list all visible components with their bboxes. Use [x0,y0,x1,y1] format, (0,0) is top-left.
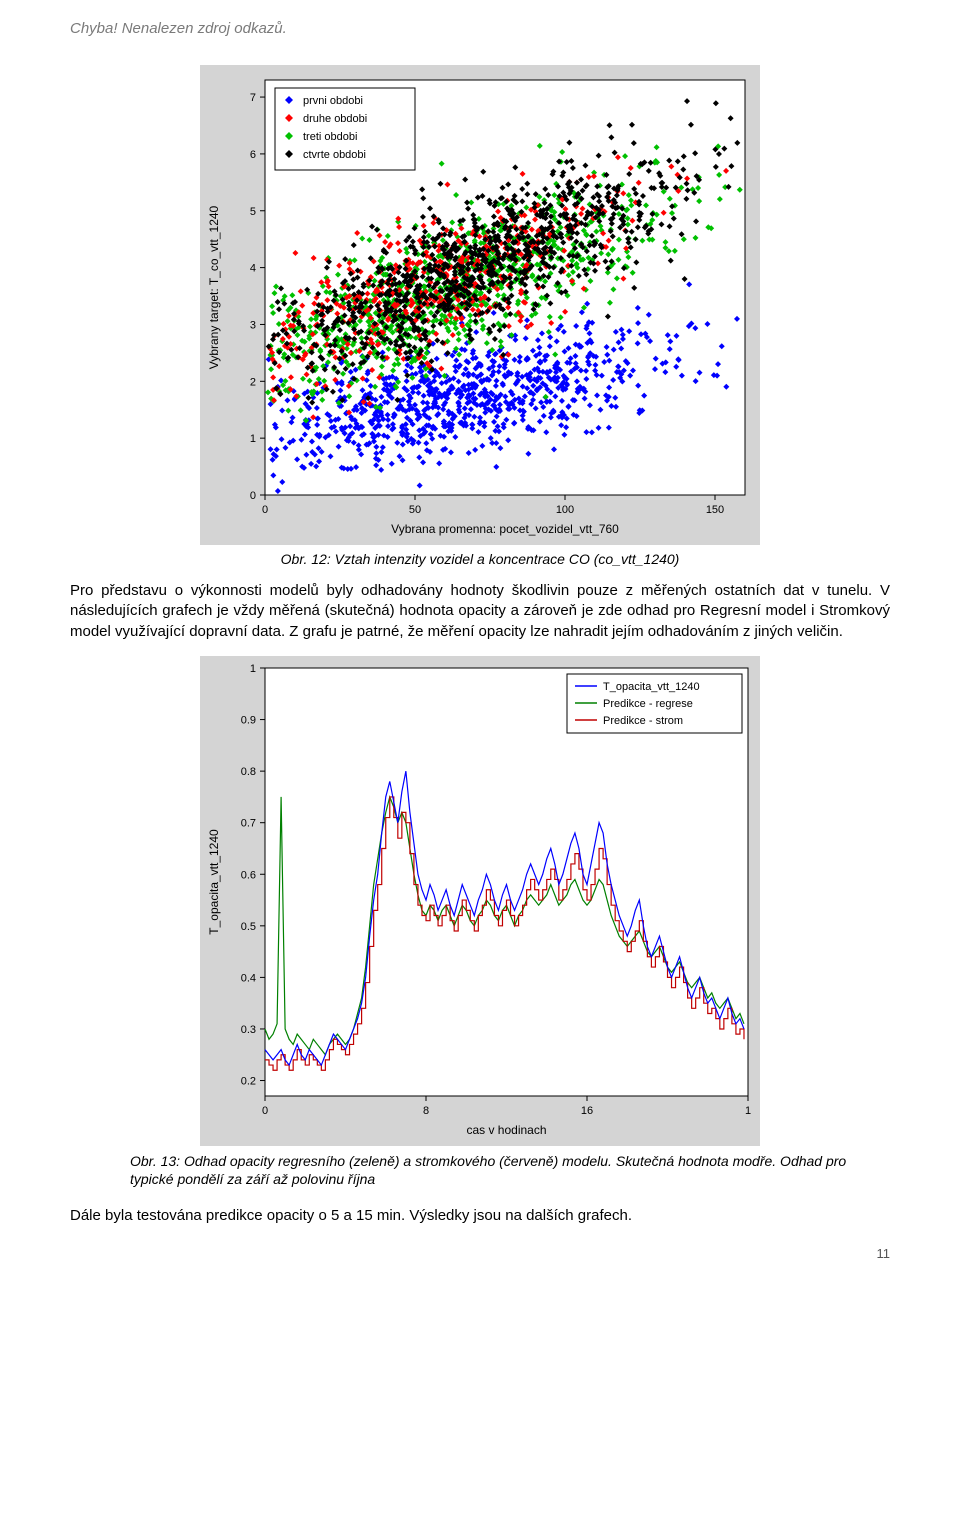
svg-text:prvni obdobi: prvni obdobi [303,95,363,107]
scatter-figure: 0 50 100 150 0 1 2 3 4 5 6 7 Vybrana promenna: pocet… [70,65,890,545]
page-number: 11 [70,1246,890,1261]
paragraph-1: Pro představu o výkonnosti modelů byly o… [70,581,890,642]
svg-text:Predikce - regrese: Predikce - regrese [603,698,693,710]
svg-text:T_opacita_vtt_1240: T_opacita_vtt_1240 [603,681,700,693]
svg-text:16: 16 [581,1105,593,1117]
svg-text:0.3: 0.3 [241,1024,256,1036]
svg-text:0: 0 [262,1105,268,1117]
svg-text:T_opacita_vtt_1240: T_opacita_vtt_1240 [207,829,221,935]
svg-text:Vybrany target: T_co_vtt_1240: Vybrany target: T_co_vtt_1240 [207,205,221,369]
svg-text:druhe obdobi: druhe obdobi [303,113,367,125]
svg-text:0.9: 0.9 [241,714,256,726]
svg-text:0.2: 0.2 [241,1075,256,1087]
svg-text:0.4: 0.4 [241,972,256,984]
svg-text:Vybrana promenna: pocet_vozid: Vybrana promenna: pocet_vozidel_vtt_760 [391,522,619,536]
svg-text:1: 1 [250,433,256,445]
svg-text:150: 150 [706,504,724,516]
svg-text:100: 100 [556,504,574,516]
svg-text:treti obdobi: treti obdobi [303,131,357,143]
svg-text:5: 5 [250,206,256,218]
line-figure: 0 8 16 1 0.2 0.3 0.4 0.5 0.6 0.7 0.8 0.9 1 cas v hodi… [70,656,890,1146]
paragraph-2: Dále byla testována predikce opacity o 5… [70,1206,890,1226]
svg-text:Predikce - strom: Predikce - strom [603,715,683,727]
scatter-caption: Obr. 12: Vztah intenzity vozidel a konce… [70,551,890,567]
svg-text:ctvrte obdobi: ctvrte obdobi [303,149,366,161]
scatter-plot: 0 50 100 150 0 1 2 3 4 5 6 7 Vybrana promenna: pocet… [200,65,760,545]
svg-text:0.8: 0.8 [241,766,256,778]
line-caption: Obr. 13: Odhad opacity regresního (zelen… [130,1152,890,1188]
svg-text:0.5: 0.5 [241,921,256,933]
svg-text:50: 50 [409,504,421,516]
svg-text:7: 7 [250,92,256,104]
svg-text:6: 6 [250,149,256,161]
svg-text:0: 0 [262,504,268,516]
svg-text:2: 2 [250,376,256,388]
svg-text:0.7: 0.7 [241,817,256,829]
svg-text:0: 0 [250,490,256,502]
svg-text:8: 8 [423,1105,429,1117]
svg-text:cas v hodinach: cas v hodinach [466,1123,546,1137]
header-error-text: Chyba! Nenalezen zdroj odkazů. [70,20,890,37]
svg-text:4: 4 [250,263,256,275]
svg-text:1: 1 [745,1105,751,1117]
svg-text:3: 3 [250,319,256,331]
svg-text:0.6: 0.6 [241,869,256,881]
svg-text:1: 1 [250,663,256,675]
line-chart: 0 8 16 1 0.2 0.3 0.4 0.5 0.6 0.7 0.8 0.9 1 cas v hodi… [200,656,760,1146]
